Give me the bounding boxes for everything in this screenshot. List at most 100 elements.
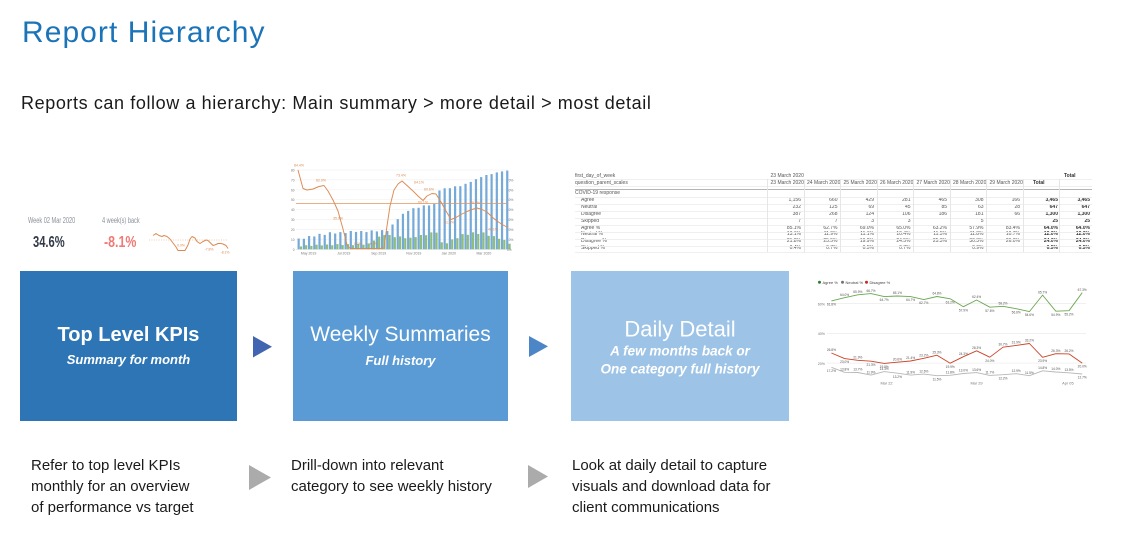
svg-text:24.0%: 24.0% [985,359,994,363]
svg-text:60%: 60% [507,188,514,192]
svg-text:57.6%: 57.6% [985,309,994,313]
svg-text:Mar 2020: Mar 2020 [477,251,492,255]
svg-text:Jul 2019: Jul 2019 [337,251,350,255]
svg-text:84.4%: 84.4% [294,164,304,168]
svg-text:65.9%: 65.9% [853,290,862,294]
svg-text:26.8%: 26.8% [827,348,836,352]
svg-text:26.3%: 26.3% [1051,349,1060,353]
svg-text:60.1%: 60.1% [418,201,428,205]
svg-text:55.2%: 55.2% [470,201,480,205]
svg-text:55.2%: 55.2% [1064,312,1073,316]
svg-text:Apr 05: Apr 05 [1062,381,1073,386]
svg-text:40%: 40% [507,208,514,212]
svg-text:64.8%: 64.8% [932,292,941,296]
svg-text:35.9%: 35.9% [333,217,343,221]
svg-text:13.6%: 13.6% [972,368,981,372]
svg-text:Disagree %: Disagree % [870,280,891,285]
svg-text:70: 70 [291,178,295,182]
svg-text:56.6%: 56.6% [1012,310,1021,314]
svg-text:62.9%: 62.9% [316,179,326,183]
svg-text:13.0%: 13.0% [959,369,968,373]
svg-text:33.2%: 33.2% [1025,339,1034,343]
svg-text:64.0%: 64.0% [840,293,849,297]
svg-text:20.0%: 20.0% [1078,365,1087,369]
svg-text:11.5%: 11.5% [933,377,942,381]
svg-text:57.9%: 57.9% [959,308,968,312]
svg-text:0.0%: 0.0% [354,242,362,246]
svg-text:50: 50 [291,198,295,202]
svg-text:0: 0 [293,248,295,252]
svg-text:60%: 60% [818,302,826,306]
svg-text:12.9%: 12.9% [1012,369,1021,373]
svg-text:21.4%: 21.4% [906,356,915,360]
svg-text:60.6%: 60.6% [424,188,434,192]
svg-text:64.7%: 64.7% [880,298,889,302]
svg-text:13.8%: 13.8% [840,368,849,372]
svg-text:60: 60 [291,188,295,192]
svg-text:12.6%: 12.6% [919,369,928,373]
svg-text:10: 10 [291,238,295,242]
svg-text:54.9%: 54.9% [1051,313,1060,317]
svg-text:10%: 10% [507,238,514,242]
svg-text:Jan 2020: Jan 2020 [442,251,456,255]
svg-text:20%: 20% [818,362,826,366]
svg-text:11.5%: 11.5% [1025,371,1034,375]
svg-text:-8.1%: -8.1% [221,251,230,255]
svg-text:Neutral %: Neutral % [846,280,864,285]
svg-text:67.3%: 67.3% [1078,288,1087,292]
svg-text:20: 20 [291,228,295,232]
svg-text:26.2%: 26.2% [1064,349,1073,353]
svg-text:0.0%: 0.0% [370,242,378,246]
svg-text:28.3%: 28.3% [972,346,981,350]
svg-text:80: 80 [291,169,295,173]
svg-text:65.7%: 65.7% [1038,290,1047,294]
svg-text:24.3%: 24.3% [959,352,968,356]
svg-text:31.9%: 31.9% [1012,341,1021,345]
svg-text:64.7%: 64.7% [906,298,915,302]
svg-text:Mar 22: Mar 22 [880,381,892,386]
svg-text:12.2%: 12.2% [998,376,1007,380]
svg-text:40%: 40% [818,332,826,336]
svg-text:14.0%: 14.0% [1051,367,1060,371]
svg-text:13.2%: 13.2% [893,375,902,379]
svg-text:11.9%: 11.9% [906,370,915,374]
svg-text:20.6%: 20.6% [893,357,902,361]
svg-text:64.1%: 64.1% [414,181,424,185]
svg-text:Agree %: Agree % [823,280,839,285]
svg-text:19.9%: 19.9% [946,365,955,369]
svg-text:23.0%: 23.0% [840,360,849,364]
svg-text:0%: 0% [507,248,512,252]
svg-text:23.9%: 23.9% [1038,359,1047,363]
svg-text:14.3%: 14.3% [880,367,889,371]
svg-text:13.5%: 13.5% [1064,368,1073,372]
svg-text:20%: 20% [507,228,514,232]
svg-text:11.7%: 11.7% [985,371,994,375]
svg-text:63.2%: 63.2% [946,300,955,304]
svg-text:Nov 2019: Nov 2019 [406,251,421,255]
svg-text:14.8%: 14.8% [1038,366,1047,370]
svg-text:13.7%: 13.7% [853,368,862,372]
svg-text:May 2019: May 2019 [301,251,316,255]
svg-text:25.3%: 25.3% [932,350,941,354]
svg-text:Sep 2019: Sep 2019 [371,251,386,255]
svg-text:65.1%: 65.1% [893,291,902,295]
svg-text:40: 40 [291,208,295,212]
svg-text:73.4%: 73.4% [396,174,406,178]
svg-text:11.8%: 11.8% [946,371,955,375]
svg-text:51.6%: 51.6% [444,220,454,224]
svg-text:54.6%: 54.6% [1025,313,1034,317]
svg-text:23.2%: 23.2% [919,354,928,358]
svg-text:21.9%: 21.9% [853,356,862,360]
svg-text:70%: 70% [507,178,514,182]
svg-text:30%: 30% [507,218,514,222]
svg-text:66.7%: 66.7% [866,289,875,293]
svg-text:62.4%: 62.4% [972,295,981,299]
svg-text:19.8%: 19.8% [880,365,889,369]
svg-text:Mar 29: Mar 29 [970,381,982,386]
svg-text:30.7%: 30.7% [998,342,1007,346]
svg-text:48.1%: 48.1% [488,228,498,232]
svg-text:-7.8%: -7.8% [205,248,214,252]
svg-text:0.0%: 0.0% [177,244,185,248]
svg-text:58.2%: 58.2% [998,302,1007,306]
svg-text:17.2%: 17.2% [827,369,836,373]
